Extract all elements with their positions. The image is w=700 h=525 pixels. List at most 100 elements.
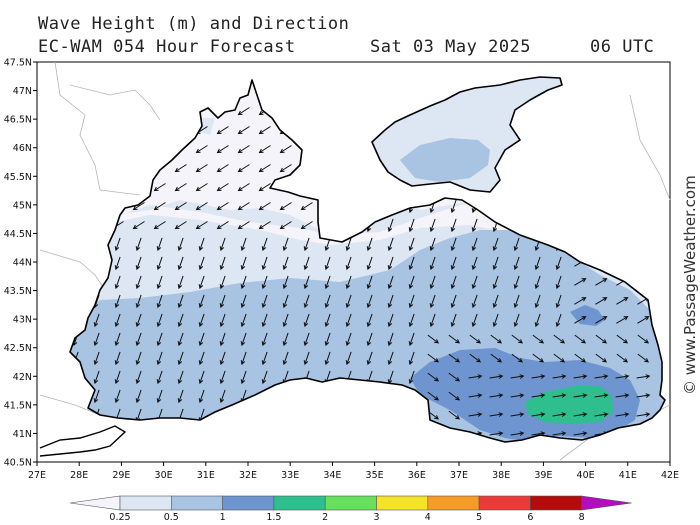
wave-arrow <box>387 237 394 252</box>
lon-tick-label: 36E <box>408 470 426 481</box>
wave-arrow <box>135 237 142 252</box>
wave-arrow <box>595 316 608 324</box>
wave-arrow <box>387 351 394 366</box>
wave-arrow <box>492 294 499 309</box>
wave-arrow <box>237 183 250 192</box>
wave-arrow <box>324 351 331 366</box>
coastline <box>69 79 666 443</box>
wave-arrow <box>258 221 271 230</box>
lat-tick-label: 43N <box>13 315 32 326</box>
wave-arrow <box>555 294 562 309</box>
wave-arrow <box>303 237 310 252</box>
lat-tick-label: 45N <box>13 200 32 211</box>
wave-arrow <box>114 351 121 366</box>
wave-arrow <box>553 353 566 363</box>
legend-swatch <box>222 495 275 511</box>
wave-arrow <box>552 412 567 417</box>
wave-arrow <box>468 374 483 379</box>
wave-arrow <box>429 256 436 271</box>
wave-arrow <box>513 237 520 252</box>
wave-arrow <box>531 374 546 379</box>
wave-arrow <box>132 202 145 211</box>
wave-arrow <box>282 256 289 271</box>
wave-arrow <box>387 218 394 233</box>
lat-tick-label: 42N <box>13 372 32 383</box>
legend-swatch <box>171 495 223 511</box>
wave-arrow <box>489 412 504 417</box>
wave-arrow <box>387 275 394 290</box>
wave-arrow <box>114 256 121 271</box>
legend-tick-label: 6 <box>527 512 533 523</box>
wave-arrow <box>492 275 499 290</box>
wave-arrow <box>492 256 499 271</box>
wave-arrow <box>303 275 310 290</box>
wave-arrow <box>237 202 250 211</box>
wave-arrow <box>135 332 142 347</box>
wave-arrow <box>114 370 121 385</box>
wave-arrow <box>93 370 100 385</box>
wave-arrow <box>531 431 546 436</box>
legend-tick-label: 0.5 <box>164 512 179 523</box>
wave-arrow <box>573 393 588 398</box>
wave-arrow <box>135 275 142 290</box>
wave-arrow <box>216 183 229 192</box>
wave-arrow <box>366 332 373 347</box>
wave-arrow <box>450 256 457 271</box>
lon-tick-label: 27E <box>28 470 46 481</box>
lat-tick-label: 45.5N <box>4 172 32 183</box>
wave-arrow <box>468 412 483 417</box>
wave-arrow <box>135 389 142 404</box>
wave-arrow <box>114 237 121 252</box>
wave-arrow <box>448 353 461 363</box>
wave-arrow <box>595 334 608 344</box>
wave-arrow <box>574 278 587 286</box>
legend-swatch <box>324 495 377 511</box>
wave-arrow <box>156 256 163 271</box>
wave-arrow <box>177 294 184 309</box>
lat-tick-label: 41N <box>13 429 32 440</box>
legend-swatch <box>478 495 531 511</box>
legend-tick-label: 5 <box>476 512 482 523</box>
wave-arrow <box>513 313 520 328</box>
wave-arrow <box>219 294 226 309</box>
wave-arrow <box>324 332 331 347</box>
wave-arrow <box>595 297 608 305</box>
wave-arrow <box>490 353 503 363</box>
wave-arrow <box>177 370 184 385</box>
wave-arrow <box>532 353 545 363</box>
wave-arrow <box>532 334 545 344</box>
legend-tick-label: 8 <box>579 512 585 523</box>
lon-tick-label: 39E <box>534 470 552 481</box>
wave-arrow <box>135 256 142 271</box>
wave-band-2-3 <box>525 386 613 424</box>
wave-arrow <box>114 294 121 309</box>
wave-arrow <box>240 313 247 328</box>
wave-arrow <box>135 370 142 385</box>
wave-arrow <box>198 389 205 404</box>
lat-tick-label: 46.5N <box>4 115 32 126</box>
legend-tick-label: 4 <box>425 512 431 523</box>
wave-arrow <box>636 393 651 398</box>
wave-arrow <box>195 145 208 154</box>
legend-tick-label: 0.25 <box>109 512 130 523</box>
wave-arrow <box>408 275 415 290</box>
wave-arrow <box>174 202 187 211</box>
wave-arrow <box>261 351 268 366</box>
wave-arrow <box>300 202 313 211</box>
wave-arrow <box>490 334 503 344</box>
wave-band-1-5-2 <box>400 138 640 442</box>
wave-arrow <box>448 391 461 401</box>
wave-arrow <box>366 351 373 366</box>
latitude-axis: 47.5N 47N 46.5N 46N 45.5N 45N 44.5N 44N 43.5N 43N… <box>4 58 37 469</box>
wave-arrow <box>429 313 436 328</box>
wave-arrow <box>616 316 629 324</box>
wave-arrow <box>219 256 226 271</box>
wave-arrow <box>574 353 587 363</box>
wave-arrow <box>219 313 226 328</box>
wave-arrow <box>261 332 268 347</box>
wave-arrow <box>282 332 289 347</box>
lat-tick-label: 44N <box>13 258 32 269</box>
wave-arrow <box>237 145 250 154</box>
wave-arrow <box>219 389 226 404</box>
lon-tick-label: 38E <box>492 470 510 481</box>
